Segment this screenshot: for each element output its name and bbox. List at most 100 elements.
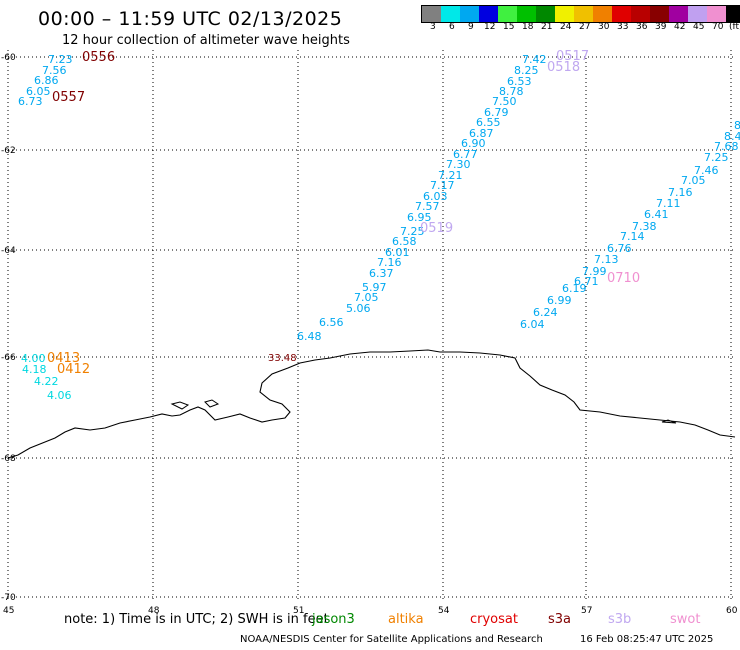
wave-height-value: 4.00 (21, 352, 46, 365)
satellite-name: swot (670, 612, 701, 627)
legend-swatch (422, 6, 441, 22)
wave-height-value: 7.17 (430, 179, 455, 192)
wave-height-value: 6.71 (574, 275, 599, 288)
lat-tick-label: -66 (1, 353, 16, 363)
legend-label: 15 (503, 22, 515, 32)
antarctic-coastline (7, 349, 736, 459)
lon-tick-label: 51 (293, 606, 304, 616)
wave-height-value: 7.42 (522, 53, 547, 66)
satellite-name: cryosat (470, 612, 518, 627)
legend-swatch (726, 6, 740, 22)
wave-height-value: 6.77 (453, 148, 478, 161)
lon-tick-label: 48 (148, 606, 160, 616)
wave-height-value: 6.03 (423, 190, 448, 203)
wave-height-value: 4.06 (47, 389, 72, 402)
footer-credit: NOAA/NESDIS Center for Satellite Applica… (240, 634, 543, 645)
wave-height-value: 4.18 (22, 363, 47, 376)
wave-height-value: 6.86 (34, 74, 59, 87)
wave-height-value: 7.16 (668, 186, 693, 199)
pass-label: 0519 (420, 221, 453, 236)
legend-label: 33 (617, 22, 629, 32)
wave-height-value: 7.16 (377, 256, 402, 269)
wave-height-value: 6.41 (644, 208, 669, 221)
satellite-name: s3b (608, 612, 632, 627)
lat-tick-label: -62 (1, 146, 16, 156)
wave-height-value: 6.05 (26, 85, 51, 98)
lon-tick-label: 45 (3, 606, 14, 616)
pass-label: 0557 (52, 90, 85, 105)
wave-height-value: 8 (734, 119, 740, 132)
wave-height-value: 7.50 (492, 95, 517, 108)
legend-swatch (650, 6, 669, 22)
wave-height-value: 7.30 (446, 158, 471, 171)
wave-height-value: 7.21 (438, 169, 463, 182)
lat-tick-label: -70 (1, 593, 16, 603)
lon-tick-label: 60 (726, 606, 738, 616)
satellite-name: jason3 (312, 612, 355, 627)
note-text: note: 1) Time is in UTC; 2) SWH is in fe… (64, 612, 329, 627)
wave-height-value: 8.4 (724, 130, 740, 143)
pass-label: 0412 (57, 362, 90, 377)
color-legend (421, 5, 740, 23)
wave-height-value: 6.99 (547, 294, 572, 307)
wave-height-value: 7.99 (582, 265, 607, 278)
graticule (7, 50, 735, 600)
page-title: 00:00 – 11:59 UTC 02/13/2025 (38, 8, 343, 30)
legend-swatch (707, 6, 726, 22)
wave-height-value: 7.38 (632, 220, 657, 233)
wave-height-value: 5.97 (362, 281, 387, 294)
legend-swatch (612, 6, 631, 22)
page-subtitle: 12 hour collection of altimeter wave hei… (62, 33, 350, 48)
wave-height-value: 6.95 (407, 211, 432, 224)
legend-label: 6 (449, 22, 455, 32)
wave-height-tracks: 7.237.566.866.056.73 7.428.256.538.787.50… (18, 53, 740, 402)
legend-label: 30 (598, 22, 610, 32)
wave-height-value: 5.06 (346, 302, 371, 315)
wave-height-value: 7.11 (656, 197, 681, 210)
wave-height-value: 7.05 (681, 174, 706, 187)
legend-label: 3 (430, 22, 436, 32)
pass-label: 0517 (556, 49, 589, 64)
satellite-name: s3a (548, 612, 572, 627)
legend-swatch (574, 6, 593, 22)
legend-swatch (631, 6, 650, 22)
legend-swatch (517, 6, 536, 22)
pass-label: 0413 (47, 351, 80, 366)
wave-height-value: 7.25 (704, 151, 729, 164)
wave-height-value: 6.37 (369, 267, 394, 280)
legend-label: 70 (712, 22, 724, 32)
pass-label: 0556 (82, 50, 115, 65)
wave-height-value: 7.46 (694, 164, 719, 177)
wave-height-value: 6.55 (476, 116, 501, 129)
legend-label: 42 (674, 22, 686, 32)
wave-height-value: 4.22 (34, 375, 59, 388)
wave-height-value: 7.23 (48, 53, 73, 66)
wave-height-value: 7.13 (594, 253, 619, 266)
wave-height-value: 6.76 (607, 242, 632, 255)
legend-label: 12 (484, 22, 496, 32)
wave-height-value: 7.57 (415, 200, 440, 213)
wave-height-value: 7.25 (400, 225, 425, 238)
wave-height-value: 6.73 (18, 95, 43, 108)
legend-label: 27 (579, 22, 591, 32)
wave-height-value: 6.24 (533, 306, 558, 319)
legend-label: 18 (522, 22, 534, 32)
wave-height-value: 7.56 (42, 64, 67, 77)
wave-height-value: 6.04 (520, 318, 545, 331)
lat-tick-label: -60 (1, 53, 16, 63)
wave-height-value: 6.79 (484, 106, 509, 119)
wave-height-value: 6.48 (297, 330, 322, 343)
legend-label: 24 (560, 22, 572, 32)
wave-height-value: 6.90 (461, 137, 486, 150)
wave-height-value: 6.53 (507, 75, 532, 88)
wave-height-value: 6.58 (392, 235, 417, 248)
pass-label: 0518 (547, 60, 580, 75)
legend-swatch (460, 6, 479, 22)
island-outline (170, 401, 190, 410)
wave-height-value: 6.19 (562, 282, 587, 295)
wave-height-value: 6.87 (469, 127, 494, 140)
lon-tick-label: 57 (581, 606, 592, 616)
legend-swatch (555, 6, 574, 22)
